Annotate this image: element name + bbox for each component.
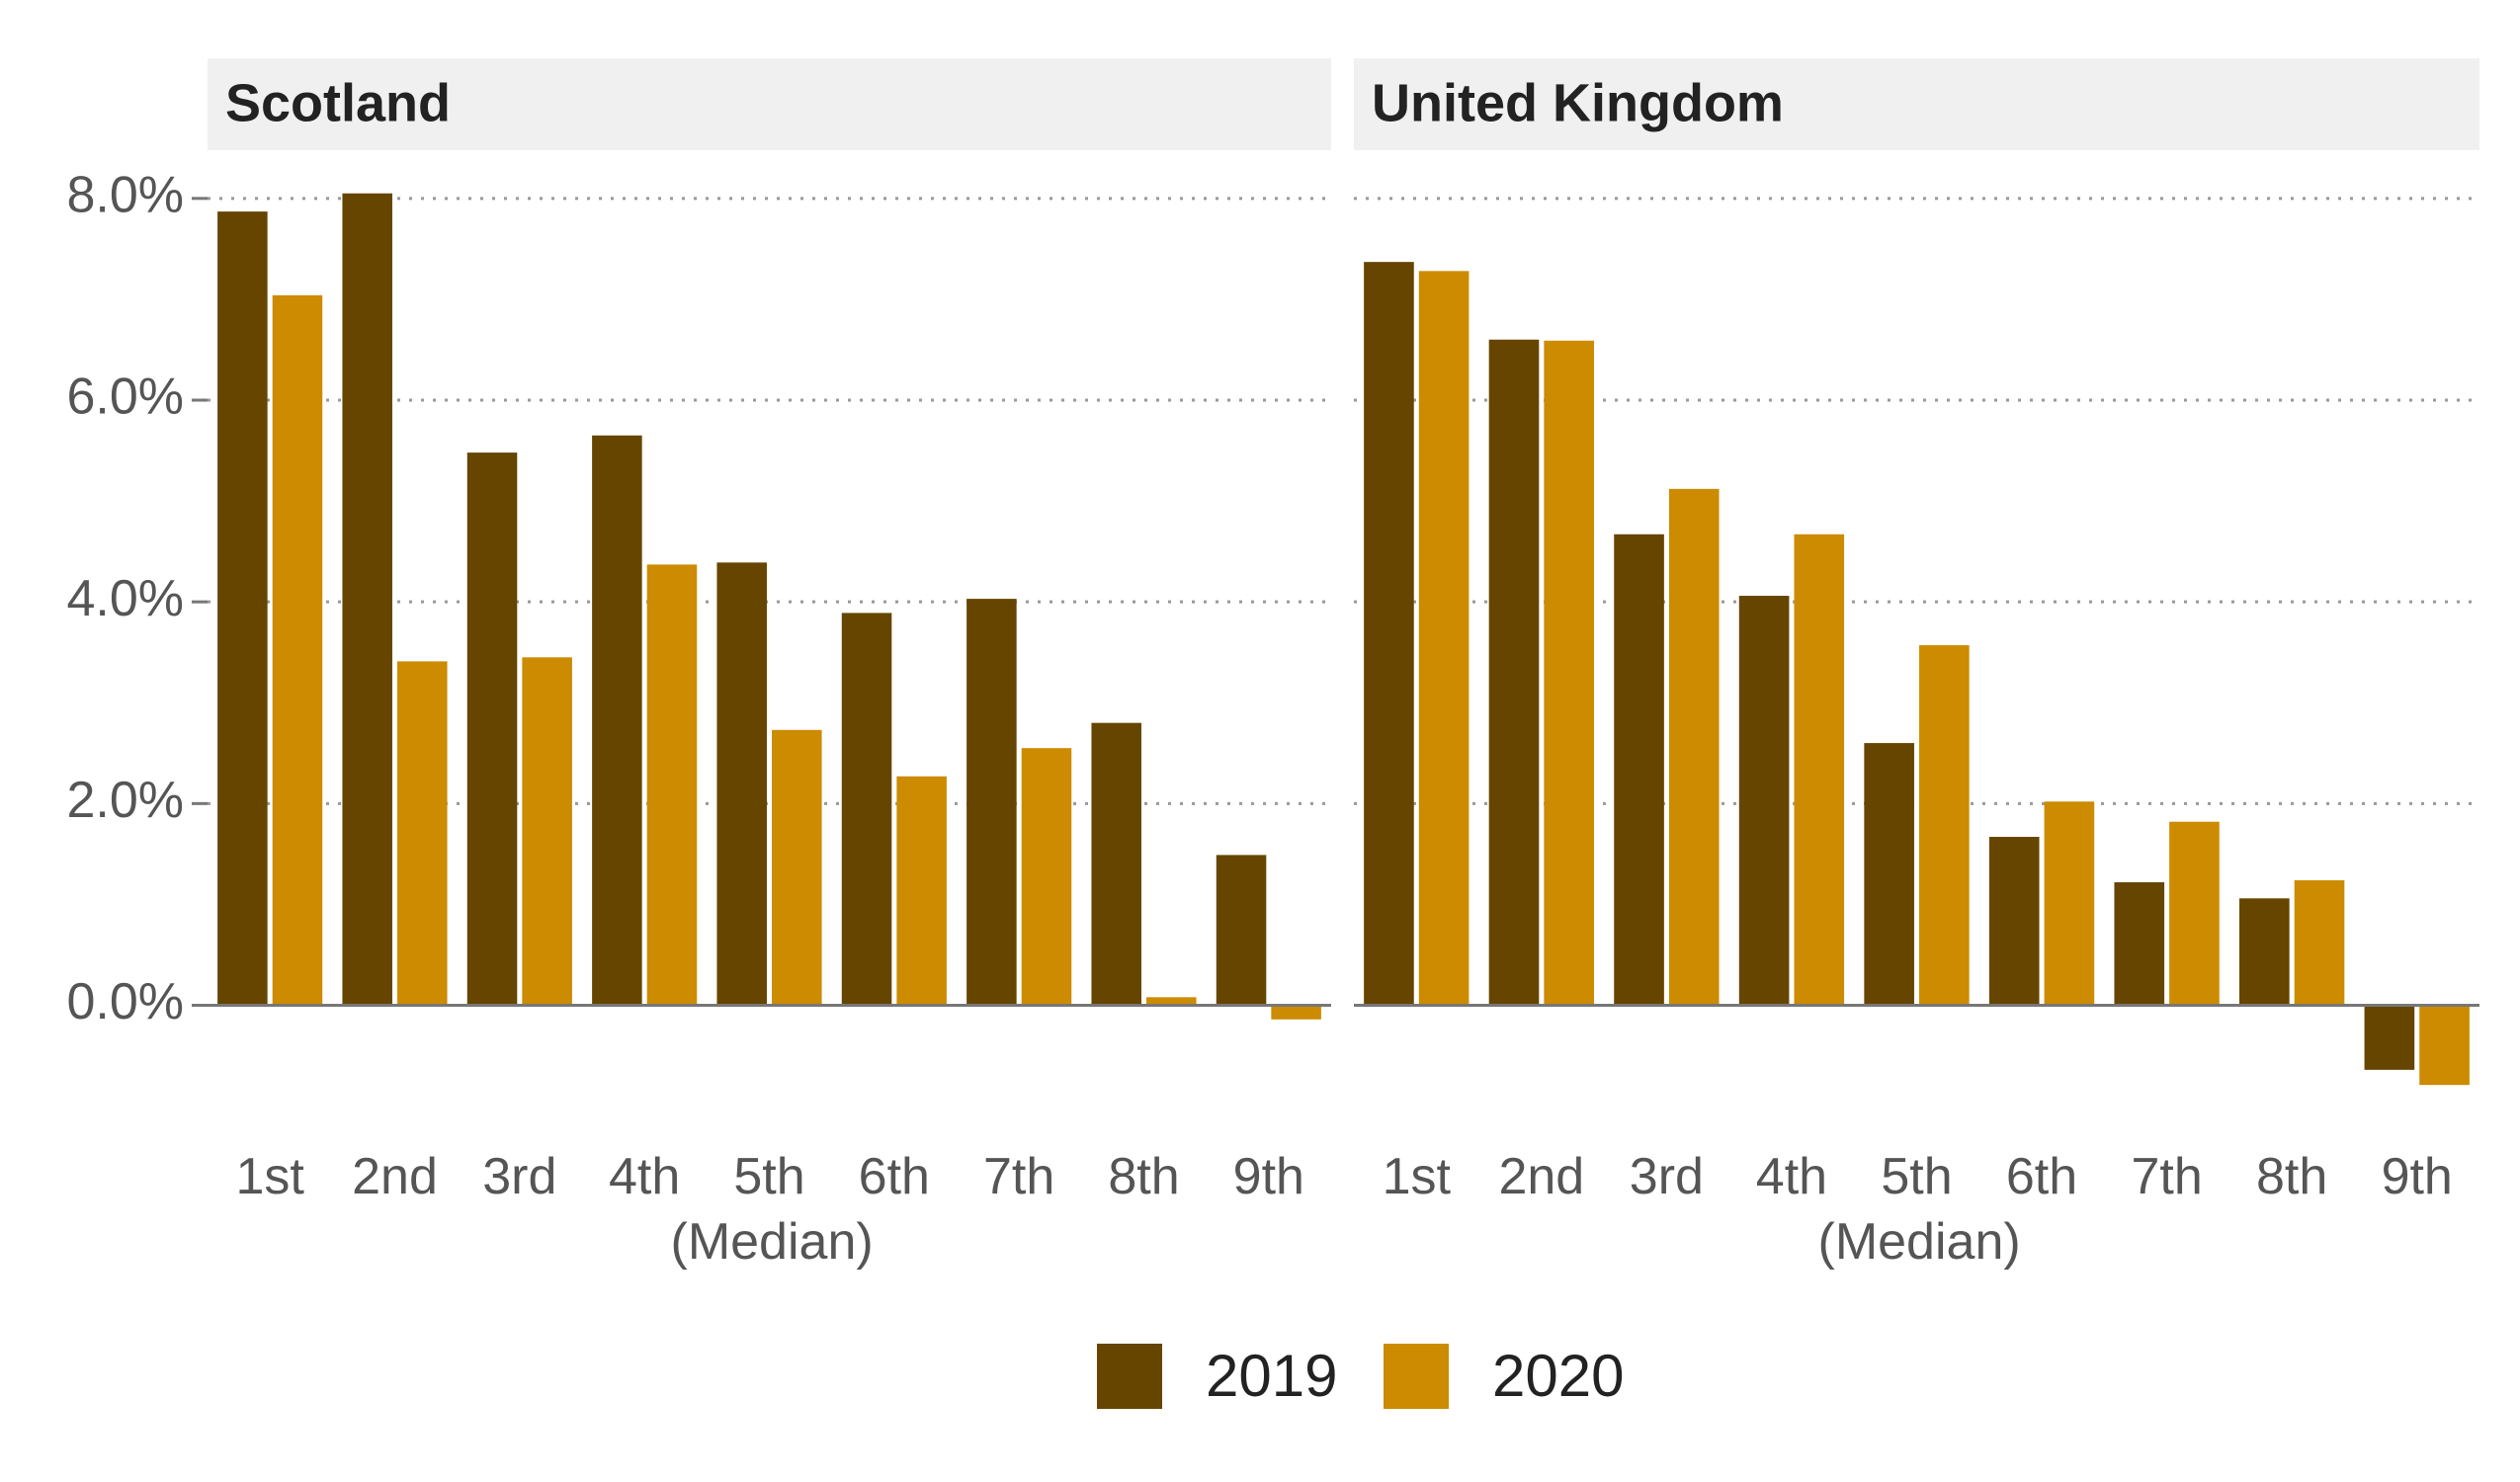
bar bbox=[217, 211, 268, 1006]
bar bbox=[397, 661, 448, 1006]
y-tick-label: 2.0% bbox=[66, 772, 184, 829]
bar bbox=[1488, 339, 1540, 1006]
bar bbox=[1864, 743, 1914, 1006]
x-tick-label: 3rd bbox=[482, 1148, 557, 1205]
x-tick-label: 1st bbox=[235, 1148, 304, 1205]
bar bbox=[1738, 596, 1790, 1006]
bar bbox=[1614, 534, 1664, 1006]
bar bbox=[592, 435, 642, 1006]
bar bbox=[646, 564, 698, 1006]
bar bbox=[1418, 271, 1470, 1006]
bar bbox=[2294, 879, 2345, 1006]
bar bbox=[522, 657, 572, 1006]
facet-strip bbox=[1354, 58, 2479, 150]
facet-title: United Kingdom bbox=[1372, 73, 1784, 132]
x-tick-label: 8th bbox=[2256, 1148, 2328, 1205]
y-tick-label: 4.0% bbox=[66, 570, 184, 627]
bar bbox=[1146, 997, 1197, 1006]
legend-label: 2019 bbox=[1206, 1343, 1338, 1409]
bar bbox=[716, 562, 767, 1006]
x-tick-label: 2nd bbox=[352, 1148, 438, 1205]
bar bbox=[2044, 801, 2095, 1006]
bar bbox=[2419, 1005, 2470, 1086]
bar bbox=[1988, 837, 2040, 1006]
x-tick-label: 3rd bbox=[1629, 1148, 1704, 1205]
x-tick-label: 5th (Median) bbox=[1817, 1148, 2021, 1271]
x-tick-label: 5th (Median) bbox=[670, 1148, 874, 1271]
x-tick-label: 7th bbox=[2131, 1148, 2203, 1205]
bar bbox=[841, 613, 892, 1006]
bar bbox=[2169, 821, 2220, 1006]
x-tick-label: 6th bbox=[858, 1148, 930, 1205]
x-tick-label: 9th bbox=[1232, 1148, 1304, 1205]
x-tick-label: 4th bbox=[1755, 1148, 1828, 1205]
bar bbox=[1021, 748, 1072, 1006]
bar bbox=[272, 294, 323, 1006]
y-tick-label: 0.0% bbox=[66, 973, 184, 1030]
y-tick-label: 6.0% bbox=[66, 369, 184, 426]
bar bbox=[1216, 855, 1267, 1006]
facet-title: Scotland bbox=[225, 73, 451, 132]
bar bbox=[1919, 645, 1970, 1006]
bar bbox=[1091, 722, 1141, 1006]
bar bbox=[896, 776, 947, 1006]
bar bbox=[2364, 1005, 2415, 1070]
legend-swatch bbox=[1097, 1344, 1162, 1409]
x-tick-label: 6th bbox=[2005, 1148, 2078, 1205]
legend-label: 2020 bbox=[1492, 1343, 1625, 1409]
x-tick-label: 2nd bbox=[1498, 1148, 1585, 1205]
facet-strip bbox=[208, 58, 1331, 150]
bar bbox=[2239, 898, 2290, 1006]
x-tick-label: 9th bbox=[2381, 1148, 2453, 1205]
bar bbox=[1271, 1005, 1321, 1020]
bar bbox=[772, 729, 822, 1006]
bar bbox=[1544, 340, 1594, 1006]
bar bbox=[1668, 488, 1720, 1006]
bar bbox=[1364, 262, 1414, 1006]
bar bbox=[342, 193, 392, 1006]
x-tick-label: 1st bbox=[1382, 1148, 1451, 1205]
y-tick-label: 8.0% bbox=[66, 167, 184, 224]
bar bbox=[1794, 534, 1845, 1006]
x-tick-label: 8th bbox=[1108, 1148, 1180, 1205]
bar bbox=[2114, 881, 2165, 1006]
bar bbox=[966, 599, 1017, 1006]
legend-swatch bbox=[1384, 1344, 1449, 1409]
x-tick-label: 4th bbox=[609, 1148, 681, 1205]
bar bbox=[466, 453, 518, 1006]
x-tick-label: 7th bbox=[983, 1148, 1055, 1205]
